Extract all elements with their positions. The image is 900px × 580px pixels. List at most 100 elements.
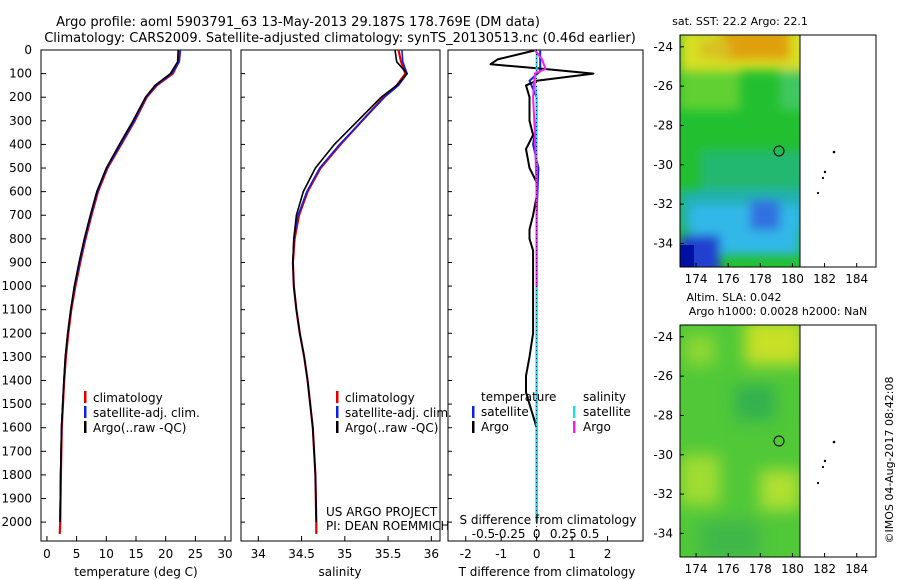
lon-tick-label: 174 [685, 272, 708, 286]
lon-tick-label: 184 [845, 272, 868, 286]
series-line-argo-raw-qc- [59, 49, 179, 523]
temperature-panel-frame [40, 49, 232, 542]
lat-tick-label: -30 [653, 448, 673, 462]
depth-tick-label: 1200 [1, 326, 32, 340]
x-tick-label: 25 [188, 547, 203, 561]
lat-tick-label: -28 [653, 408, 673, 422]
depth-tick-label: 800 [9, 232, 32, 246]
lon-tick-label: 176 [717, 272, 740, 286]
lon-tick-label: 178 [749, 562, 772, 576]
x-tick-label: 36 [424, 547, 439, 561]
legend-swatch-climatology [336, 391, 339, 403]
sla-map-axes: 174 176 178 180 182 184 -24 -26 -28 -30 -32 -34 [653, 330, 868, 576]
legend-swatch-climatology [84, 391, 87, 403]
depth-tick-label: 400 [9, 137, 32, 151]
x-tick-label: 34.5 [288, 547, 315, 561]
depth-tick-label: 1800 [1, 468, 32, 482]
depth-tick-label: 700 [9, 208, 32, 222]
depth-tick-label: 1900 [1, 492, 32, 506]
pi-credit: PI: DEAN ROEMMICH [326, 519, 449, 533]
x-tick-label: 0 [43, 547, 51, 561]
lon-tick-label: 180 [781, 562, 804, 576]
series-line-temperature-argo [489, 49, 595, 523]
depth-tick-label: 1000 [1, 279, 32, 293]
sst-map-title: sat. SST: 22.2 Argo: 22.1 [672, 15, 808, 28]
depth-tick-label: 1700 [1, 444, 32, 458]
lon-tick-label: 182 [813, 562, 836, 576]
depth-tick-label: 500 [9, 161, 32, 175]
series-line-climatology [58, 49, 181, 534]
argo-position-marker-sst [773, 145, 785, 157]
figure-title-line1: Argo profile: aoml 5903791_63 13-May-201… [56, 15, 540, 30]
depth-tick-label: 300 [9, 114, 32, 128]
lon-tick-label: 174 [685, 562, 708, 576]
argo-position-marker-sla [773, 435, 785, 447]
imos-timestamp: ©IMOS 04-Aug-2017 08:42:08 [883, 377, 896, 544]
x-top-tick-label: 0.5 [580, 527, 599, 541]
x-tick-label: 10 [99, 547, 114, 561]
sla-island-dots [816, 440, 836, 485]
legend-label-temp-argo: Argo [481, 420, 509, 434]
legend-header-salinity: salinity [583, 390, 626, 404]
x-tick-label: -1 [495, 547, 507, 561]
salinity-panel-frame [240, 49, 441, 542]
project-credit: US ARGO PROJECT [326, 505, 438, 519]
lon-tick-label: 176 [717, 562, 740, 576]
x-tick-label: -2 [460, 547, 472, 561]
x-tick-label: 30 [217, 547, 232, 561]
series-line-argo-raw-qc- [292, 49, 408, 523]
x-tick-label: 20 [158, 547, 173, 561]
depth-tick-label: 100 [9, 67, 32, 81]
lat-tick-label: -32 [653, 487, 673, 501]
lon-tick-label: 178 [749, 272, 772, 286]
legend-label-argo: Argo(..raw -QC) [93, 421, 186, 435]
x-tick-label: 5 [73, 547, 81, 561]
sla-map-field [680, 325, 800, 557]
lat-tick-label: -34 [653, 526, 673, 540]
lat-tick-label: -32 [653, 197, 673, 211]
difference-legend: temperature salinity satellite Argo sate… [472, 390, 631, 434]
lat-tick-label: -26 [653, 369, 673, 383]
temperature-legend: climatology satellite-adj. clim. Argo(..… [84, 391, 200, 435]
salinity-legend: climatology satellite-adj. clim. Argo(..… [336, 391, 452, 435]
depth-tick-label: 0 [24, 43, 32, 57]
legend-label-climatology: climatology [93, 391, 163, 405]
x-tick-label: 0 [533, 547, 541, 561]
x-top-tick-label: -0.5 [472, 527, 495, 541]
legend-swatch-sal-satellite [573, 406, 576, 418]
depth-tick-label: 1600 [1, 421, 32, 435]
lat-tick-label: -24 [653, 330, 673, 344]
sla-map-frame [679, 324, 877, 558]
sla-map-title-line1: Altim. SLA: 0.042 [686, 291, 781, 304]
legend-label-sal-satellite: satellite [583, 405, 631, 419]
x-tick-label: 34 [251, 547, 266, 561]
depth-tick-label: 600 [9, 185, 32, 199]
sst-map-frame [679, 34, 877, 268]
depth-tick-label: 1500 [1, 397, 32, 411]
series-line-satellite-adj-clim- [59, 49, 182, 523]
legend-label-climatology: climatology [345, 391, 415, 405]
series-line-salinity-argo [532, 49, 547, 287]
legend-label-satellite: satellite-adj. clim. [345, 406, 452, 420]
lat-tick-label: -24 [653, 40, 673, 54]
legend-label-satellite: satellite-adj. clim. [93, 406, 200, 420]
lon-tick-label: 180 [781, 272, 804, 286]
temperature-axis-label: temperature (deg C) [74, 565, 197, 579]
legend-header-temperature: temperature [481, 390, 556, 404]
depth-axis: 0 100 200 300 400 500 600 700 800 900 1000 1100 1200… [1, 43, 452, 529]
x-tick-label: 15 [128, 547, 143, 561]
x-tick-label: 1 [568, 547, 576, 561]
legend-swatch-satellite [84, 406, 87, 418]
legend-swatch-argo [336, 421, 339, 433]
legend-swatch-satellite [336, 406, 339, 418]
legend-label-sal-argo: Argo [583, 420, 611, 434]
sst-map-field [680, 35, 800, 267]
depth-tick-label: 200 [9, 90, 32, 104]
depth-tick-label: 1300 [1, 350, 32, 364]
series-line-salinity-satellite [533, 50, 538, 523]
x-tick-label: 35 [337, 547, 352, 561]
legend-label-temp-satellite: satellite [481, 405, 529, 419]
t-difference-axis-label: T difference from climatology [458, 565, 636, 579]
